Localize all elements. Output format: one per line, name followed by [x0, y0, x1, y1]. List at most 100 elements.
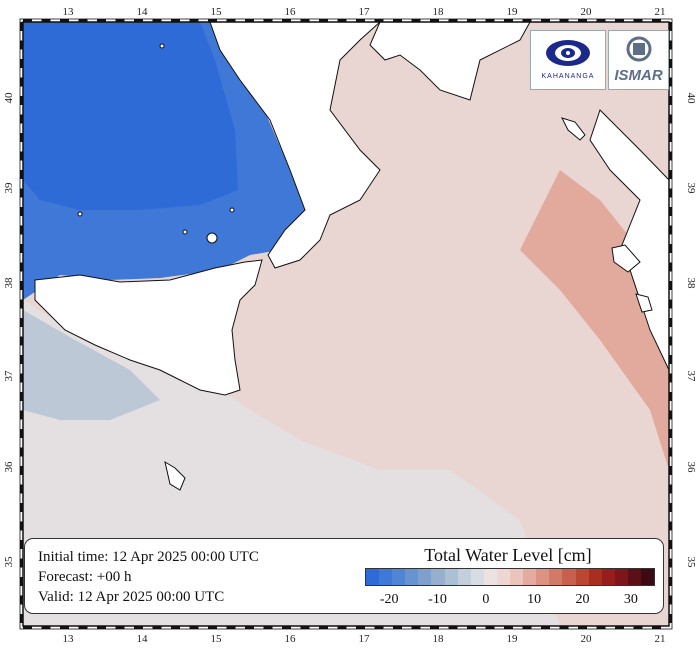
frame-dash: [78, 19, 88, 22]
graticule-label: 37: [685, 371, 697, 383]
graticule-label: 14: [137, 633, 149, 645]
valid-time-text: Valid: 12 Apr 2025 00:00 UTC: [38, 589, 225, 605]
frame-dash: [467, 626, 476, 629]
frame-dash: [41, 19, 51, 22]
frame-dash: [669, 188, 672, 198]
frame-dash: [152, 626, 162, 629]
colorbar-segment: [627, 569, 641, 585]
frame-dash: [633, 19, 643, 22]
frame-dash: [337, 626, 347, 629]
graticule-label: 18: [433, 633, 445, 645]
aeolian-island: [229, 207, 235, 213]
graticule-label: 35: [3, 556, 15, 568]
frame-dash: [669, 410, 672, 420]
graticule-label: 13: [63, 633, 75, 645]
frame-dash: [504, 19, 513, 22]
frame-dash: [78, 626, 88, 629]
frame-dash: [20, 96, 23, 105]
frame-dash: [669, 59, 672, 68]
frame-dash: [669, 373, 672, 383]
colorbar-segment: [405, 569, 419, 585]
ismar-logo: ISMAR: [608, 30, 669, 90]
graticule-label: 16: [285, 633, 297, 645]
colorbar-tick-label: -10: [428, 592, 447, 607]
colorbar-segment: [483, 569, 497, 585]
frame-dash: [669, 170, 672, 179]
frame-dash: [652, 19, 661, 22]
frame-dash: [669, 22, 672, 31]
weak-negative-zone: [23, 310, 160, 420]
frame-dash: [467, 19, 476, 22]
frame-dash: [263, 626, 273, 629]
frame-dash: [20, 225, 23, 235]
frame-dash: [356, 19, 365, 22]
colorbar-segment: [549, 569, 563, 585]
frame-dash: [504, 626, 513, 629]
frame-dash: [541, 626, 550, 629]
frame-dash: [134, 626, 143, 629]
kefalonia-island: [611, 244, 641, 273]
frame-dash: [669, 133, 672, 142]
forecast-text: Forecast: +00 h: [38, 569, 132, 585]
graticule-label: 20: [581, 6, 593, 18]
graticule-label: 19: [507, 6, 519, 18]
graticule-label: 17: [359, 633, 371, 645]
italy-landmass: [209, 21, 382, 269]
frame-dash: [669, 392, 672, 401]
frame-dash: [374, 19, 384, 22]
graticule-label: 15: [211, 633, 223, 645]
frame-dash: [541, 19, 550, 22]
frame-dash: [23, 19, 32, 22]
frame-dash: [20, 447, 23, 457]
frame-dash: [652, 626, 661, 629]
apulia-landmass: [369, 21, 531, 101]
frame-dash: [20, 392, 23, 401]
sicily-landmass: [34, 259, 263, 396]
frame-dash: [115, 626, 125, 629]
graticule-label: 18: [433, 6, 445, 18]
frame-dash: [669, 299, 672, 309]
frame-dash: [20, 540, 23, 549]
corfu-island: [561, 117, 586, 141]
colorbar-title: Total Water Level [cm]: [424, 545, 592, 565]
frame-dash: [669, 318, 672, 327]
colorbar-tick-label: 10: [527, 592, 542, 607]
colorbar-segment: [523, 569, 537, 585]
frame-dash: [669, 577, 672, 586]
legend-box: Initial time: 12 Apr 2025 00:00 UTC Fore…: [24, 538, 664, 614]
graticule-label: 39: [3, 182, 15, 194]
frame-dash: [20, 244, 23, 253]
eye-logo-icon: [546, 40, 590, 66]
frame-dash: [20, 484, 23, 494]
colorbar-segment: [418, 569, 432, 585]
frame-dash: [448, 19, 458, 22]
frame-dash: [20, 355, 23, 364]
frame-dash: [300, 19, 310, 22]
frame-dash: [669, 151, 672, 161]
frame-dash: [20, 558, 23, 568]
frame-dash: [171, 626, 180, 629]
frame-dash: [20, 336, 23, 346]
frame-dash: [23, 626, 32, 629]
zakynthos-island: [635, 293, 653, 313]
colorbar-segment: [601, 569, 615, 585]
frame-dash: [485, 626, 495, 629]
graticule-label: 40: [3, 92, 15, 104]
frame-dash: [115, 19, 125, 22]
frame-dash: [669, 207, 672, 216]
frame-dash: [41, 626, 51, 629]
ismar-logo-text: ISMAR: [614, 67, 663, 84]
colorbar-segment: [457, 569, 471, 585]
frame-dash: [669, 595, 672, 605]
frame-dash: [300, 626, 310, 629]
frame-dash: [596, 19, 606, 22]
colorbar-segment: [562, 569, 576, 585]
frame-dash: [282, 19, 291, 22]
frame-dash: [20, 59, 23, 68]
frame-dash: [20, 429, 23, 438]
ponza-island: [159, 43, 165, 49]
colorbar-segment: [431, 569, 445, 585]
frame-dash: [226, 19, 236, 22]
graticule-label: 21: [655, 6, 666, 18]
frame-dash: [245, 626, 254, 629]
